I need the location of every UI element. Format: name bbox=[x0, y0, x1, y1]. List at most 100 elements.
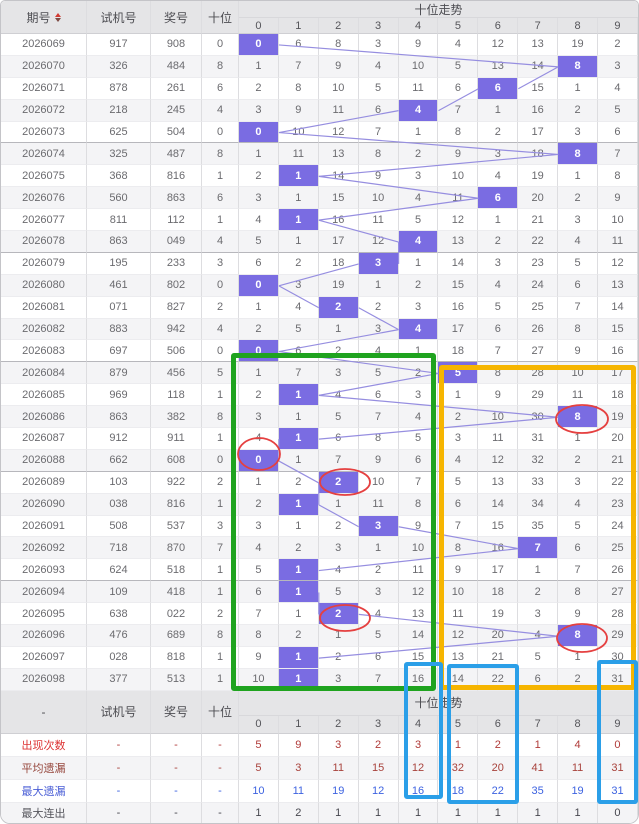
trend-cell: 7 bbox=[438, 515, 479, 538]
test-number-cell: 638 bbox=[87, 603, 151, 626]
test-number-cell: 625 bbox=[87, 121, 151, 144]
summary-value-cell: 10 bbox=[239, 779, 279, 803]
trend-cell: 21 bbox=[598, 449, 638, 472]
summary-value-cell: 32 bbox=[438, 756, 479, 780]
summary-row-streak: 最大连出 - - -1 2 1 1 1 1 1 1 1 0 bbox=[1, 802, 638, 823]
trend-cell: 2 bbox=[318, 646, 359, 669]
test-number-cell: 508 bbox=[87, 515, 151, 538]
issue-cell: 2026084 bbox=[1, 362, 87, 385]
issue-cell: 2026081 bbox=[1, 296, 87, 319]
trend-cell: 1 bbox=[478, 209, 519, 232]
tens-digit-cell: 6 bbox=[202, 187, 239, 210]
trend-cell: 30 bbox=[518, 406, 559, 429]
column-header-tens-digit: 十位 bbox=[202, 1, 239, 34]
prize-number-cell: 112 bbox=[151, 209, 202, 232]
trend-cell: 13 bbox=[598, 274, 638, 297]
trend-cell: 3 bbox=[598, 55, 638, 78]
issue-cell: 2026086 bbox=[1, 406, 87, 429]
summary-value-cell: 1 bbox=[438, 802, 479, 823]
test-number-cell: 917 bbox=[87, 34, 151, 56]
table-row: 2026071 878 261 6 2 8 10 5 11 6 6 15 1 4 bbox=[1, 77, 638, 100]
trend-cell: 12 bbox=[358, 231, 399, 253]
trend-cell: 4 bbox=[438, 34, 479, 56]
trend-cell: 9 bbox=[558, 603, 599, 626]
trend-cell: 4 bbox=[478, 274, 519, 297]
tens-digit-cell: 1 bbox=[202, 668, 239, 691]
trend-cell: 25 bbox=[598, 537, 638, 560]
trend-cell: 2 bbox=[239, 384, 279, 407]
trend-cell: 13 bbox=[438, 231, 479, 253]
test-number-cell: 662 bbox=[87, 449, 151, 472]
table-row: 2026091 508 537 3 3 1 2 3 9 7 15 35 5 24 bbox=[1, 515, 638, 538]
trend-cell: 1 bbox=[478, 99, 519, 122]
test-number-cell: 368 bbox=[87, 165, 151, 188]
issue-cell: 2026080 bbox=[1, 274, 87, 297]
summary-dash-cell: - bbox=[151, 802, 202, 823]
tens-digit-cell: 3 bbox=[202, 252, 239, 275]
trend-cell: 21 bbox=[518, 209, 559, 232]
trend-cell: 11 bbox=[558, 384, 599, 407]
trend-cell: 4 bbox=[518, 625, 559, 647]
trend-cell: 33 bbox=[518, 471, 559, 494]
trend-cell-hit: 6 bbox=[478, 187, 519, 210]
trend-cell: 2 bbox=[239, 165, 279, 188]
table-row: 2026073 625 504 0 0 10 12 7 1 8 2 17 3 6 bbox=[1, 121, 638, 144]
trend-cell: 3 bbox=[318, 537, 359, 560]
trend-cell: 11 bbox=[478, 428, 519, 450]
prize-number-cell: 504 bbox=[151, 121, 202, 144]
summary-value-cell: 5 bbox=[239, 733, 279, 757]
trend-cell: 5 bbox=[358, 625, 399, 647]
summary-value-cell: 2 bbox=[358, 733, 399, 757]
trend-cell: 2 bbox=[558, 99, 599, 122]
issue-cell: 2026083 bbox=[1, 340, 87, 363]
summary-value-cell: 20 bbox=[478, 756, 519, 780]
trend-cell: 18 bbox=[438, 340, 479, 363]
trend-cell: 1 bbox=[398, 121, 439, 144]
tens-digit-cell: 1 bbox=[202, 384, 239, 407]
summary-value-cell: 0 bbox=[598, 733, 638, 757]
digit-column-header: 5 bbox=[438, 715, 479, 734]
table-row: 2026098 377 513 1 10 1 3 7 16 14 22 6 2 31 bbox=[1, 668, 638, 691]
trend-cell: 8 bbox=[318, 34, 359, 56]
issue-cell: 2026069 bbox=[1, 34, 87, 56]
summary-row-maxmiss: 最大遗漏 - - -10 11 19 12 16 18 22 35 19 31 bbox=[1, 779, 638, 803]
trend-cell: 1 bbox=[278, 603, 319, 626]
trend-cell: 9 bbox=[478, 384, 519, 407]
trend-cell: 1 bbox=[558, 646, 599, 669]
trend-cell: 4 bbox=[358, 340, 399, 363]
trend-cell: 2 bbox=[239, 493, 279, 516]
trend-cell: 7 bbox=[318, 449, 359, 472]
trend-cell: 1 bbox=[278, 406, 319, 429]
trend-cell: 2 bbox=[239, 318, 279, 341]
trend-cell: 4 bbox=[478, 165, 519, 188]
trend-cell: 16 bbox=[478, 537, 519, 560]
digit-column-header: 4 bbox=[398, 18, 439, 34]
tens-digit-cell: 3 bbox=[202, 515, 239, 538]
trend-cell: 15 bbox=[438, 274, 479, 297]
trend-cell: 34 bbox=[518, 493, 559, 516]
trend-cell: 25 bbox=[518, 296, 559, 319]
trend-cell-hit: 1 bbox=[278, 559, 319, 582]
trend-cell: 26 bbox=[598, 559, 638, 582]
trend-cell: 3 bbox=[358, 581, 399, 604]
table-row: 2026086 863 382 8 3 1 5 7 4 2 10 30 8 19 bbox=[1, 406, 638, 429]
trend-cell: 7 bbox=[358, 121, 399, 144]
trend-cell: 10 bbox=[398, 537, 439, 560]
trend-cell: 20 bbox=[518, 187, 559, 210]
test-number-cell: 969 bbox=[87, 384, 151, 407]
trend-cell: 11 bbox=[318, 99, 359, 122]
trend-cell: 6 bbox=[598, 121, 638, 144]
trend-cell-hit: 1 bbox=[278, 384, 319, 407]
trend-cell: 2 bbox=[558, 187, 599, 210]
trend-cell-hit: 1 bbox=[278, 668, 319, 691]
tens-digit-cell: 5 bbox=[202, 362, 239, 385]
test-number-cell: 103 bbox=[87, 471, 151, 494]
prize-number-cell: 608 bbox=[151, 449, 202, 472]
trend-cell: 11 bbox=[438, 187, 479, 210]
trend-cell: 7 bbox=[558, 296, 599, 319]
column-header-issue[interactable]: 期号 bbox=[1, 1, 87, 34]
tens-digit-cell: 8 bbox=[202, 406, 239, 429]
trend-cell: 8 bbox=[398, 493, 439, 516]
